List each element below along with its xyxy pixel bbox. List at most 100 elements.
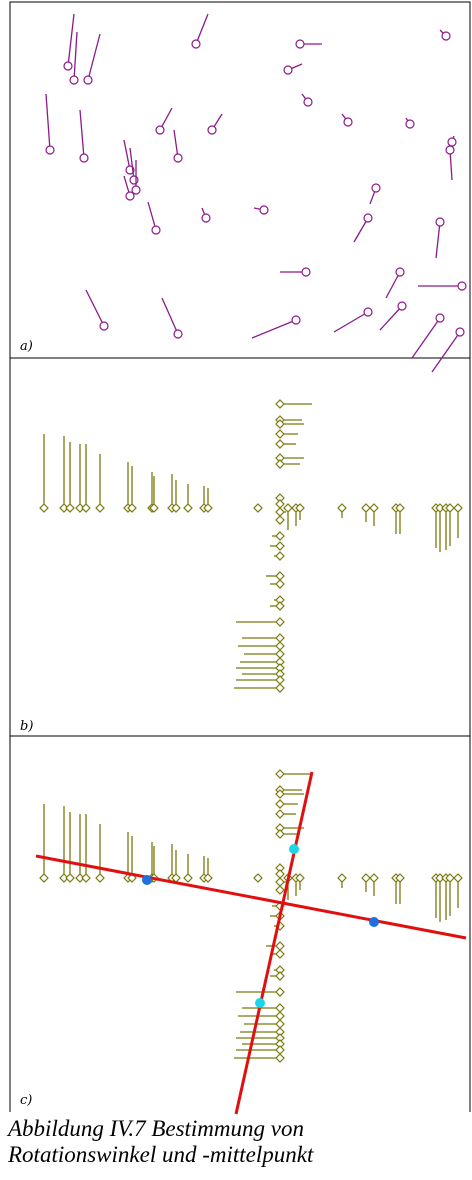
orientation-glyph	[385, 267, 405, 299]
glyph-circle	[283, 65, 293, 75]
glyph-diamond	[39, 503, 49, 513]
orientation-glyph	[270, 541, 285, 551]
glyph-circle	[155, 125, 165, 135]
vertical-fit-line	[234, 771, 314, 1115]
orientation-glyph	[275, 885, 285, 895]
glyph-stick	[449, 149, 453, 181]
glyph-circle	[397, 301, 407, 311]
glyph-circle	[129, 175, 139, 185]
orientation-glyph	[369, 503, 379, 526]
glyph-diamond	[275, 1019, 285, 1029]
glyph-diamond	[275, 675, 285, 685]
glyph-stick	[85, 289, 105, 327]
orientation-glyph	[275, 419, 304, 429]
orientation-glyph	[266, 571, 285, 581]
orientation-glyph	[147, 201, 161, 235]
orientation-glyph	[236, 1045, 285, 1055]
orientation-glyph	[201, 207, 211, 223]
orientation-glyph	[295, 503, 305, 520]
glyph-diamond	[337, 873, 347, 883]
orientation-glyph	[405, 117, 415, 129]
orientation-glyph	[274, 551, 285, 561]
glyph-diamond	[445, 873, 455, 883]
glyph-diamond	[445, 503, 455, 513]
orientation-glyph	[234, 683, 285, 693]
glyph-diamond	[361, 873, 371, 883]
orientation-glyph	[236, 675, 285, 685]
orientation-glyph	[369, 183, 381, 205]
glyph-stick	[123, 139, 131, 171]
orientation-glyph	[295, 39, 322, 49]
orientation-glyph	[149, 476, 159, 513]
glyph-diamond	[275, 1045, 285, 1055]
orientation-glyph	[395, 503, 405, 534]
orientation-glyph	[453, 873, 463, 908]
glyph-stick	[129, 147, 135, 181]
glyph-diamond	[275, 885, 285, 895]
orientation-glyph	[447, 135, 457, 147]
glyph-diamond	[275, 541, 285, 551]
orientation-glyph	[353, 213, 373, 243]
orientation-glyph	[275, 499, 285, 509]
glyph-diamond	[275, 399, 285, 409]
orientation-glyph	[275, 789, 304, 799]
orientation-glyph	[75, 814, 85, 883]
caption-line-2: Rotationswinkel und -mittelpunkt	[8, 1142, 314, 1167]
orientation-glyph	[379, 301, 407, 331]
orientation-glyph	[45, 93, 55, 155]
orientation-glyph	[411, 313, 445, 359]
orientation-glyph	[275, 799, 298, 809]
orientation-glyph	[270, 579, 285, 589]
panel-a-frame	[9, 1, 471, 359]
orientation-glyph	[333, 307, 373, 333]
glyph-diamond	[337, 503, 347, 513]
glyph-diamond	[395, 503, 405, 513]
orientation-glyph	[85, 289, 109, 331]
glyph-diamond	[81, 873, 91, 883]
orientation-glyph	[369, 873, 379, 896]
glyph-circle	[291, 315, 301, 325]
glyph-circle	[63, 61, 73, 71]
glyph-circle	[435, 313, 445, 323]
glyph-diamond	[275, 1003, 285, 1013]
orientation-glyph	[236, 1033, 285, 1043]
orientation-glyph	[238, 641, 285, 651]
glyph-circle	[151, 225, 161, 235]
panel-a-label: a)	[20, 339, 33, 354]
orientation-glyph	[280, 267, 311, 277]
orientation-glyph	[155, 107, 173, 135]
orientation-glyph	[242, 669, 285, 679]
orientation-glyph	[75, 444, 85, 513]
orientation-glyph	[244, 649, 285, 659]
glyph-circle	[303, 97, 313, 107]
orientation-glyph	[435, 217, 445, 259]
glyph-diamond	[275, 429, 285, 439]
orientation-glyph	[244, 1019, 285, 1029]
glyph-diamond	[275, 869, 285, 879]
orientation-glyph	[337, 503, 347, 518]
glyph-diamond	[295, 503, 305, 513]
orientation-glyph	[275, 769, 312, 779]
orientation-glyph	[301, 93, 313, 107]
orientation-glyph	[431, 327, 465, 373]
orientation-glyph	[275, 515, 285, 525]
orientation-glyph	[295, 873, 305, 890]
marker-point	[142, 875, 152, 885]
orientation-glyph	[242, 1039, 285, 1049]
orientation-glyph	[65, 442, 75, 513]
glyph-circle	[363, 307, 373, 317]
glyph-stick	[333, 311, 369, 333]
glyph-circle	[363, 213, 373, 223]
orientation-glyph	[234, 1053, 285, 1063]
glyph-circle	[447, 137, 457, 147]
glyph-diamond	[275, 515, 285, 525]
glyph-diamond	[39, 873, 49, 883]
panel-a	[45, 13, 467, 373]
glyph-diamond	[275, 799, 285, 809]
glyph-diamond	[275, 507, 285, 517]
glyph-diamond	[275, 641, 285, 651]
orientation-glyph	[337, 873, 347, 888]
glyph-diamond	[369, 503, 379, 513]
glyph-stick	[195, 13, 209, 45]
